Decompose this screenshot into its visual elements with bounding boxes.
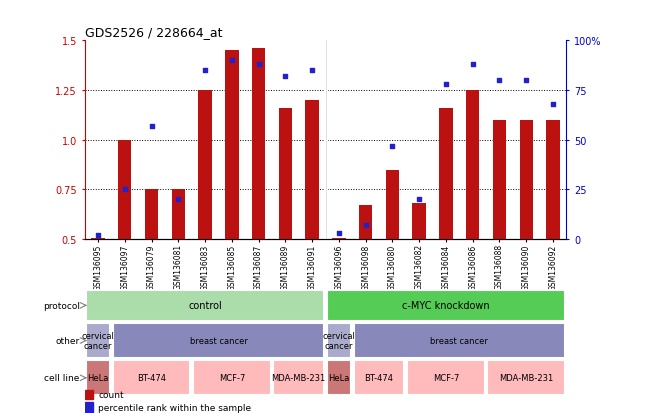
Text: breast cancer: breast cancer bbox=[430, 336, 488, 345]
Bar bbox=[86, 323, 110, 358]
Bar bbox=[407, 361, 485, 395]
Point bbox=[441, 82, 451, 88]
Bar bbox=[488, 361, 565, 395]
Bar bbox=[85, 390, 93, 399]
Bar bbox=[413, 204, 426, 240]
Point bbox=[227, 58, 237, 64]
Bar bbox=[85, 402, 93, 412]
Text: MCF-7: MCF-7 bbox=[219, 373, 245, 382]
Bar bbox=[519, 121, 533, 240]
Point bbox=[521, 78, 531, 84]
Point bbox=[494, 78, 505, 84]
Bar bbox=[279, 109, 292, 240]
Text: count: count bbox=[98, 390, 124, 399]
Text: MCF-7: MCF-7 bbox=[433, 373, 459, 382]
Bar bbox=[353, 361, 404, 395]
Bar bbox=[273, 361, 324, 395]
Point bbox=[334, 230, 344, 237]
Point bbox=[253, 62, 264, 69]
Point bbox=[120, 187, 130, 193]
Text: HeLa: HeLa bbox=[87, 373, 109, 382]
Text: cell line: cell line bbox=[44, 373, 80, 382]
Text: BT-474: BT-474 bbox=[137, 373, 166, 382]
Text: breast cancer: breast cancer bbox=[189, 336, 247, 345]
Text: cervical
cancer: cervical cancer bbox=[81, 331, 115, 350]
Point bbox=[361, 222, 371, 229]
Point bbox=[280, 74, 290, 80]
Text: protocol: protocol bbox=[43, 301, 80, 310]
Point bbox=[200, 68, 210, 74]
Text: MDA-MB-231: MDA-MB-231 bbox=[499, 373, 553, 382]
Point bbox=[414, 197, 424, 203]
Bar bbox=[199, 91, 212, 240]
Bar bbox=[327, 361, 351, 395]
Text: GDS2526 / 228664_at: GDS2526 / 228664_at bbox=[85, 26, 222, 39]
Bar bbox=[327, 290, 565, 321]
Bar bbox=[113, 323, 324, 358]
Text: percentile rank within the sample: percentile rank within the sample bbox=[98, 403, 251, 411]
Text: BT-474: BT-474 bbox=[365, 373, 393, 382]
Point bbox=[547, 102, 558, 108]
Bar bbox=[439, 109, 452, 240]
Bar bbox=[385, 170, 399, 240]
Point bbox=[93, 232, 104, 239]
Bar bbox=[493, 121, 506, 240]
Bar bbox=[332, 239, 346, 240]
Bar bbox=[113, 361, 190, 395]
Bar bbox=[172, 190, 185, 240]
Bar bbox=[225, 51, 238, 240]
Text: control: control bbox=[188, 301, 222, 311]
Bar bbox=[91, 239, 105, 240]
Point bbox=[173, 197, 184, 203]
Point bbox=[307, 68, 317, 74]
Bar bbox=[546, 121, 560, 240]
Bar bbox=[118, 140, 132, 240]
Bar bbox=[86, 290, 324, 321]
Point bbox=[467, 62, 478, 69]
Text: HeLa: HeLa bbox=[328, 373, 350, 382]
Bar bbox=[86, 361, 110, 395]
Bar bbox=[145, 190, 158, 240]
Text: c-MYC knockdown: c-MYC knockdown bbox=[402, 301, 490, 311]
Bar bbox=[359, 206, 372, 240]
Bar bbox=[327, 323, 351, 358]
Bar bbox=[305, 101, 319, 240]
Bar bbox=[193, 361, 271, 395]
Text: MDA-MB-231: MDA-MB-231 bbox=[271, 373, 326, 382]
Bar bbox=[353, 323, 565, 358]
Bar bbox=[252, 49, 266, 240]
Point bbox=[387, 143, 398, 150]
Text: other: other bbox=[55, 336, 80, 345]
Bar bbox=[466, 91, 479, 240]
Text: cervical
cancer: cervical cancer bbox=[322, 331, 355, 350]
Point bbox=[146, 123, 157, 130]
